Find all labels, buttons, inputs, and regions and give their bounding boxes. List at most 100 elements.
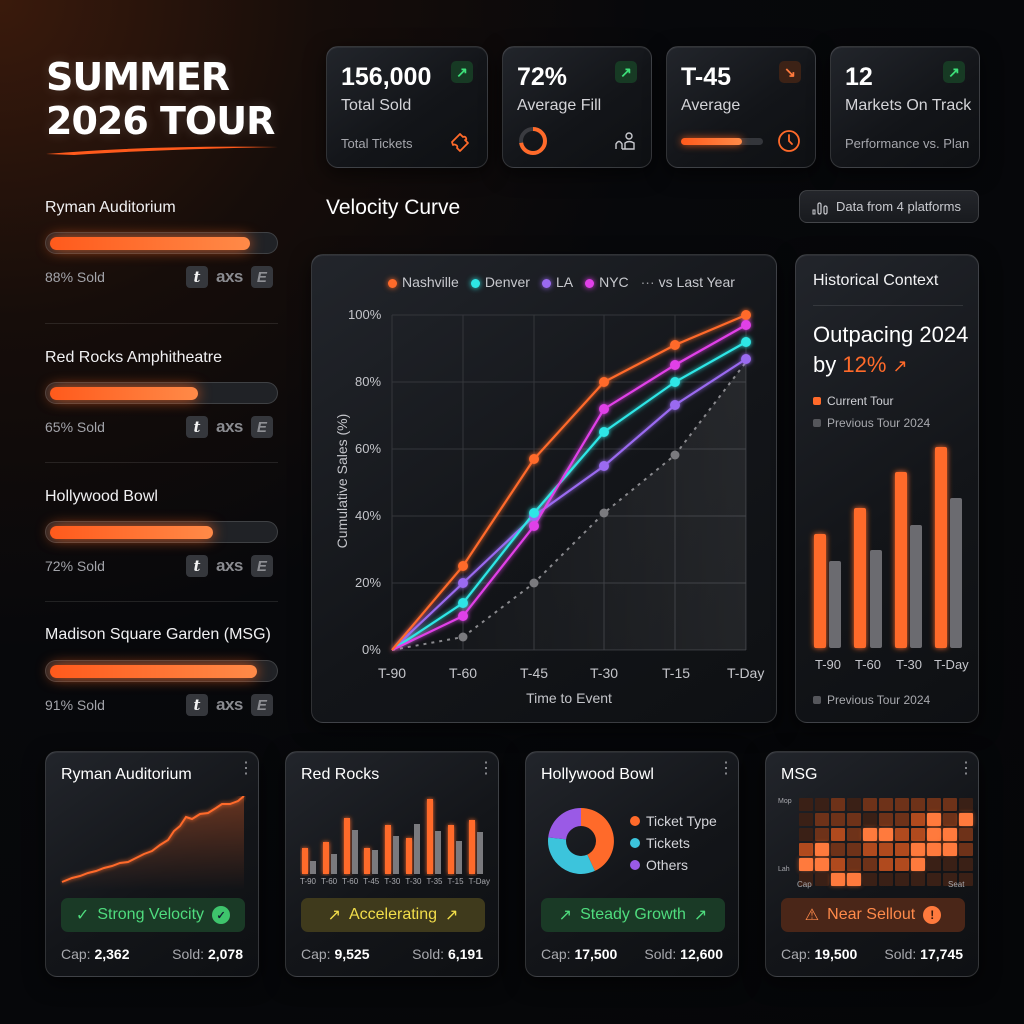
more-options-icon[interactable]: ⋮ bbox=[478, 760, 494, 777]
eventbrite-logo-icon[interactable]: E bbox=[250, 555, 273, 577]
heatmap-cell bbox=[879, 873, 893, 886]
ryman-sparkline bbox=[61, 796, 245, 890]
axs-logo-icon[interactable]: axs bbox=[216, 556, 243, 575]
heatmap-row-label-bottom: Lah bbox=[778, 866, 790, 873]
heatmap-cell bbox=[847, 858, 861, 871]
legend-nashville[interactable]: Nashville bbox=[388, 274, 459, 290]
kpi-markets-on-track[interactable]: 12 ↗ Markets On Track Performance vs. Pl… bbox=[830, 46, 980, 168]
legend-label: LA bbox=[555, 274, 574, 290]
heatmap-cell bbox=[815, 798, 829, 811]
heatmap-cell bbox=[959, 828, 973, 841]
x-tick: T-30 bbox=[590, 665, 619, 681]
venue-card-ryman[interactable]: Ryman Auditorium ⋮ ✓ Strong Velocity ✓ C… bbox=[45, 751, 259, 977]
legend-others[interactable]: Others bbox=[630, 854, 717, 876]
more-options-icon[interactable]: ⋮ bbox=[718, 760, 734, 777]
timing-progress-fill bbox=[681, 138, 742, 145]
venue-name: Madison Square Garden (MSG) bbox=[45, 626, 271, 643]
alert-circle-icon: ! bbox=[923, 906, 942, 924]
heatmap-x-label-right: Seat bbox=[948, 880, 965, 889]
heatmap-cell bbox=[879, 843, 893, 856]
legend-previous-tour-footer[interactable]: Previous Tour 2024 bbox=[813, 693, 930, 707]
capacity: Cap: 17,500 bbox=[541, 946, 617, 962]
legend-previous-tour[interactable]: Previous Tour 2024 bbox=[813, 416, 930, 430]
ticketmaster-logo-icon[interactable]: t bbox=[186, 694, 208, 716]
legend-denver[interactable]: Denver bbox=[470, 274, 530, 290]
sold: Sold: 17,745 bbox=[884, 946, 963, 962]
arrow-up-right-icon: ↗ bbox=[558, 907, 573, 924]
status-label: Steady Growth bbox=[580, 906, 686, 923]
heatmap-cell bbox=[911, 873, 925, 886]
sold-label: Sold: bbox=[412, 946, 445, 962]
ticketmaster-logo-icon[interactable]: t bbox=[186, 555, 208, 577]
trend-down-icon: ↘ bbox=[779, 61, 801, 83]
heatmap-cell bbox=[911, 858, 925, 871]
ticketmaster-logo-icon[interactable]: t bbox=[186, 266, 208, 288]
heatmap-cell bbox=[815, 858, 829, 871]
x-axis-label: Time to Event bbox=[526, 690, 612, 706]
cap-value: 9,525 bbox=[334, 946, 370, 962]
axs-logo-icon[interactable]: axs bbox=[216, 695, 243, 714]
heatmap-cell bbox=[847, 828, 861, 841]
headline-line-1: Outpacing 2024 bbox=[813, 322, 969, 347]
heatmap-cell bbox=[799, 843, 813, 856]
more-options-icon[interactable]: ⋮ bbox=[958, 760, 974, 777]
x-tick: T-15 bbox=[447, 877, 464, 886]
legend-tickets[interactable]: Tickets bbox=[630, 832, 717, 854]
eventbrite-logo-icon[interactable]: E bbox=[250, 266, 273, 288]
eventbrite-logo-icon[interactable]: E bbox=[250, 416, 273, 438]
kpi-label: Markets On Track bbox=[845, 97, 972, 114]
legend-nyc[interactable]: NYC bbox=[585, 274, 629, 290]
heatmap-row-label-top: Mop bbox=[778, 798, 792, 805]
ticketmaster-logo-icon[interactable]: t bbox=[186, 416, 208, 438]
x-tick: T-Day bbox=[468, 877, 490, 886]
legend-la[interactable]: LA bbox=[541, 274, 574, 290]
velocity-curve-title: Velocity Curve bbox=[326, 196, 461, 219]
divider bbox=[45, 601, 278, 602]
sold-label: Sold: bbox=[644, 946, 677, 962]
more-options-icon[interactable]: ⋮ bbox=[238, 760, 254, 777]
venue-name: Ryman Auditorium bbox=[45, 199, 176, 216]
kpi-average-timing[interactable]: T-45 ↘ Average bbox=[666, 46, 816, 168]
kpi-average-fill[interactable]: 72% ↗ Average Fill bbox=[502, 46, 652, 168]
venue-card-msg[interactable]: MSG ⋮ Mop Lah Cap Seat ⚠ Near Sellout ! … bbox=[765, 751, 979, 977]
red-rocks-x-ticks: T-90 T-60 T-60 T-45 T-30 T-30 T-35 T-15 T-Day bbox=[300, 877, 490, 886]
axs-logo-icon[interactable]: axs bbox=[216, 267, 243, 286]
sold-label: Sold: bbox=[884, 946, 917, 962]
heatmap-cell bbox=[847, 798, 861, 811]
velocity-legend: Nashville Denver LA NYC ··· vs Last Year bbox=[388, 274, 735, 290]
legend-label: Nashville bbox=[402, 274, 459, 290]
kpi-label: Average Fill bbox=[517, 97, 602, 114]
axs-logo-icon[interactable]: axs bbox=[216, 417, 243, 436]
trend-up-icon: ↗ bbox=[615, 61, 637, 83]
y-tick: 0% bbox=[362, 642, 381, 657]
kpi-total-sold[interactable]: 156,000 ↗ Total Sold Total Tickets bbox=[326, 46, 488, 168]
kpi-value: 12 bbox=[845, 63, 873, 91]
heatmap-cell bbox=[895, 873, 909, 886]
venue-percent-sold: 65% Sold bbox=[45, 419, 105, 435]
data-platforms-pill[interactable]: Data from 4 platforms bbox=[799, 190, 979, 223]
heatmap-cell bbox=[943, 843, 957, 856]
heatmap-cell bbox=[831, 813, 845, 826]
heatmap-cell bbox=[879, 813, 893, 826]
venue-progress-fill bbox=[50, 665, 257, 678]
heatmap-cell bbox=[847, 813, 861, 826]
heatmap-cell bbox=[911, 798, 925, 811]
headline-by: by bbox=[813, 352, 837, 377]
kpi-sub: Total Tickets bbox=[341, 136, 413, 151]
venue-name: Hollywood Bowl bbox=[45, 488, 158, 505]
warning-icon: ⚠ bbox=[804, 907, 820, 924]
y-axis-label: Cumulative Sales (%) bbox=[334, 413, 350, 549]
venue-card-red-rocks[interactable]: Red Rocks ⋮ T-90 T-60 T-60 T-45 T-30 T-30 T-35… bbox=[285, 751, 499, 977]
heatmap-cell bbox=[863, 873, 877, 886]
legend-vs-last-year[interactable]: ··· vs Last Year bbox=[640, 274, 735, 290]
historical-title: Historical Context bbox=[813, 272, 939, 289]
velocity-chart-card: Nashville Denver LA NYC ··· vs Last Year bbox=[311, 254, 777, 723]
x-tick: T-90 bbox=[378, 665, 407, 681]
venue-card-hollywood-bowl[interactable]: Hollywood Bowl ⋮ Ticket Type Tickets Oth… bbox=[525, 751, 739, 977]
venue-progress-fill bbox=[50, 237, 250, 250]
legend-current-tour[interactable]: Current Tour bbox=[813, 394, 893, 408]
status-label: Strong Velocity bbox=[97, 906, 205, 923]
eventbrite-logo-icon[interactable]: E bbox=[250, 694, 273, 716]
heatmap-cell bbox=[799, 873, 813, 886]
legend-ticket-type[interactable]: Ticket Type bbox=[630, 810, 717, 832]
